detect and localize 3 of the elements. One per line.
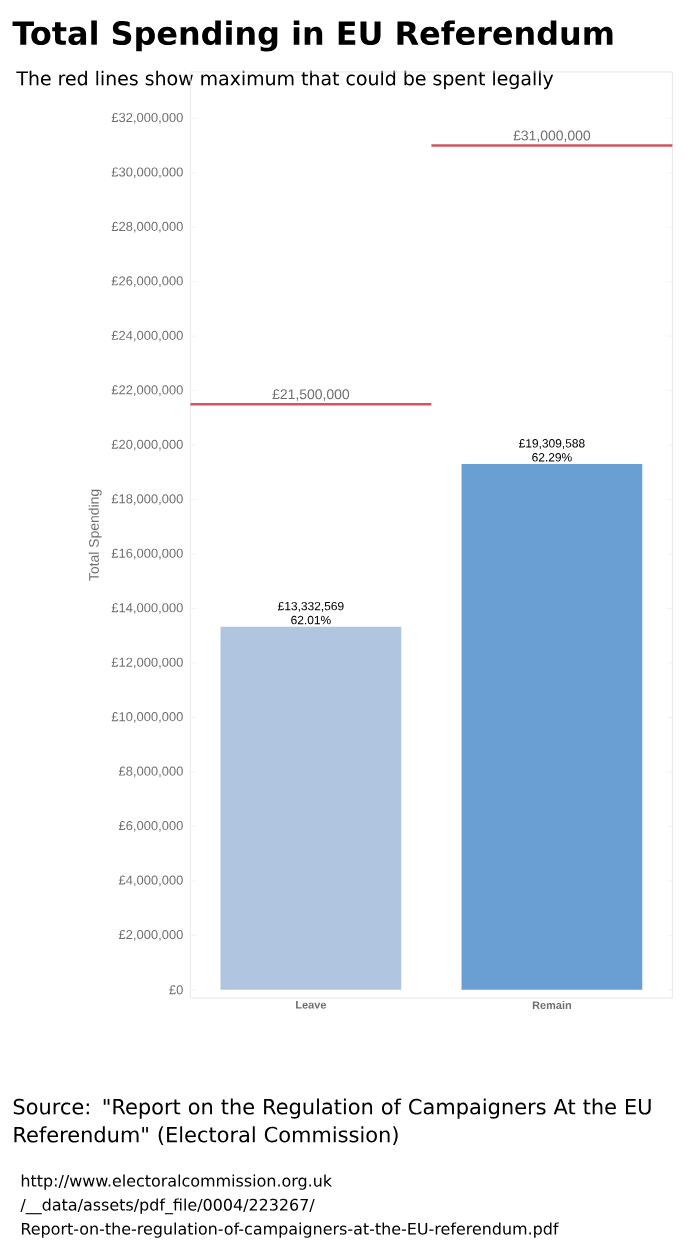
- chart-subtitle: The red lines show maximum that could be spent legally: [16, 70, 554, 90]
- chart-title: Total Spending in EU Referendum: [12, 20, 613, 52]
- source-note: Source: "Report on the Regulation of Campaigners At the EU Referendum" (Electoral Commission): [13, 1098, 651, 1145]
